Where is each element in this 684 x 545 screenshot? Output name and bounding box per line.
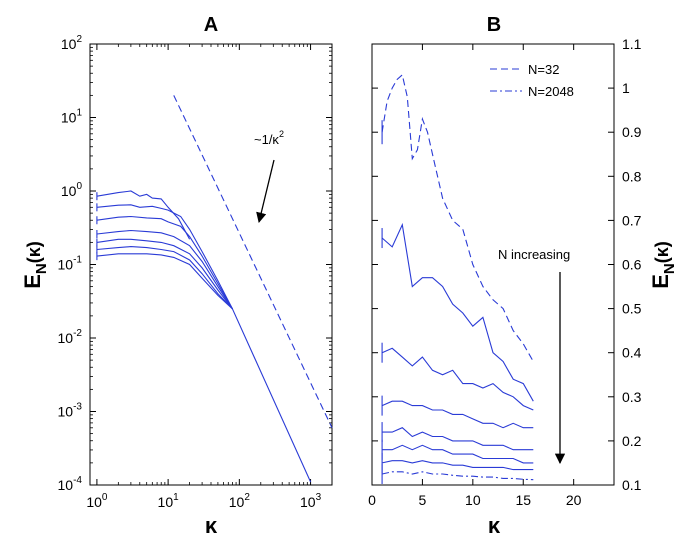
panel-a-y-label: EN(κ) [20, 241, 50, 289]
b-xtick-label-3: 15 [515, 492, 531, 508]
b-ytick-label-1: 0.2 [622, 433, 642, 449]
b-ytick-label-0: 0.1 [622, 477, 642, 493]
b-ytick-label-4: 0.5 [622, 301, 642, 317]
a-ytick-label-3: 10-1 [58, 255, 83, 273]
b-ytick-label-7: 0.8 [622, 168, 642, 184]
b-ytick-label-6: 0.7 [622, 212, 642, 228]
y-label-sub-b: N [661, 263, 678, 274]
scaling-annotation-prefix: ~1/κ [254, 132, 279, 147]
a-ytick-label-5: 101 [61, 108, 83, 126]
panel-a-x-label: κ [205, 513, 218, 538]
a-series-1 [96, 204, 233, 310]
y-label-main: E [20, 274, 45, 289]
panel-a-title: A [204, 14, 218, 36]
b-ytick-label-10: 1.1 [622, 36, 642, 52]
legend-label-n32: N=32 [528, 62, 559, 77]
panel-b-curves [381, 73, 534, 484]
b-series-0 [381, 73, 534, 362]
b-ytick-label-2: 0.3 [622, 389, 642, 405]
a-ytick-label-1: 10-3 [58, 402, 83, 420]
b-series-6 [381, 460, 534, 471]
a-ytick-label-2: 10-2 [58, 328, 83, 346]
b-series-5 [382, 444, 534, 464]
scaling-annotation-exp: 2 [279, 129, 284, 139]
panel-a-x-axis: 100 101 102 103 [86, 44, 333, 510]
a-ytick-label-4: 100 [61, 181, 83, 199]
panel-a-curves [96, 95, 333, 483]
y-label-paren-b: (κ) [652, 241, 672, 263]
a-ytick-label-6: 102 [61, 34, 83, 52]
panel-b-x-axis: 0 5 10 15 20 [368, 44, 582, 508]
b-xtick-label-2: 10 [465, 492, 481, 508]
b-ytick-label-9: 1 [622, 80, 630, 96]
panel-a-frame [89, 43, 333, 486]
b-xtick-label-1: 5 [419, 492, 427, 508]
legend-label-n2048: N=2048 [528, 84, 574, 99]
b-ytick-label-5: 0.6 [622, 257, 642, 273]
b-series-4 [382, 427, 534, 451]
a-series-4 [96, 238, 233, 310]
reference-slope-line [173, 95, 333, 429]
y-label-main-b: E [648, 274, 673, 289]
legend: N=32 N=2048 [490, 62, 574, 99]
panel-a-y-axis: 10-4 10-3 10-2 10-1 100 101 102 [58, 34, 332, 493]
b-series-2 [381, 347, 534, 411]
scaling-arrow [256, 159, 275, 224]
a-series-5 [96, 246, 233, 310]
panel-b-y-axis: 0.1 0.2 0.3 0.4 0.5 0.6 0.7 0.8 0.9 1 1.1 [372, 36, 642, 493]
scaling-annotation: ~1/κ2 [254, 129, 284, 147]
a-xtick-label-2: 102 [229, 492, 251, 510]
b-series-1 [381, 222, 534, 402]
b-series-3 [381, 400, 534, 429]
a-xtick-label-0: 100 [86, 492, 108, 510]
a-xtick-label-3: 103 [300, 492, 322, 510]
panel-b-y-label: EN(κ) [648, 241, 678, 289]
a-xtick-label-1: 101 [158, 492, 180, 510]
panel-b-title: B [487, 14, 501, 36]
a-series-3 [96, 229, 233, 310]
y-label-paren: (κ) [24, 241, 44, 263]
y-label-sub: N [33, 263, 50, 274]
panel-b-x-label: κ [488, 513, 501, 538]
a-series-2 [96, 215, 233, 310]
b-xtick-label-0: 0 [368, 492, 376, 508]
b-ytick-label-3: 0.4 [622, 345, 642, 361]
b-series-7 [381, 471, 534, 481]
b-xtick-label-4: 20 [566, 492, 582, 508]
a-ytick-label-0: 10-4 [58, 475, 83, 493]
a-series-6 [96, 253, 312, 483]
b-ytick-label-8: 0.9 [622, 124, 642, 140]
trend-annotation: N increasing [498, 247, 570, 262]
